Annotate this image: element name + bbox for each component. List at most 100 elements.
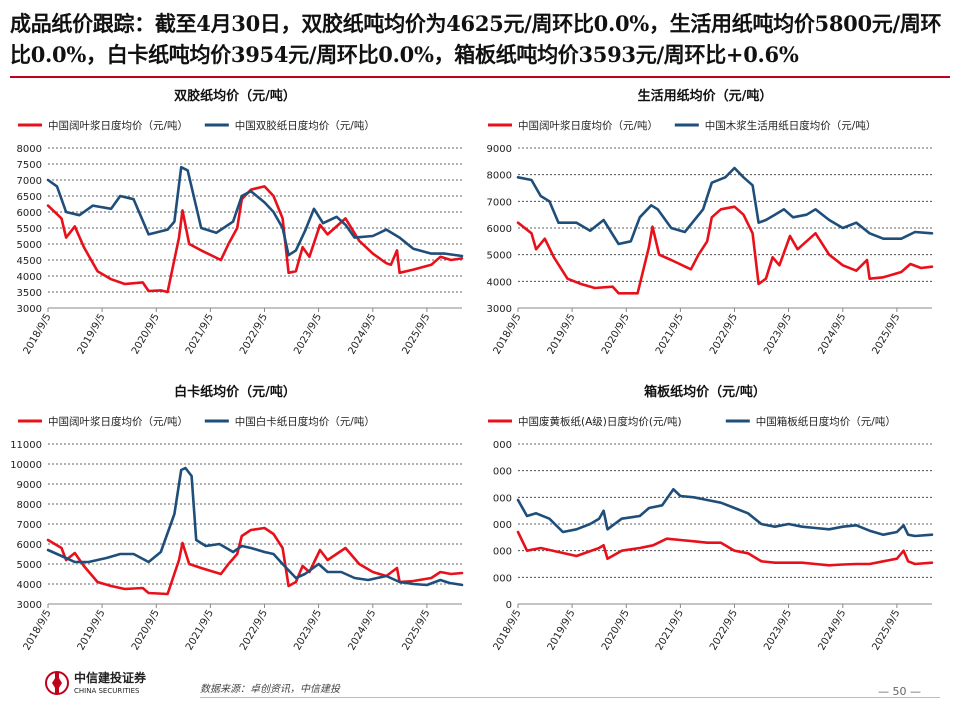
x-tick-label: 2022/9/5 bbox=[708, 312, 740, 356]
y-tick-label: 6000 bbox=[17, 540, 42, 551]
data-source-note: 数据来源：卓创资讯，中信建投 bbox=[200, 684, 340, 695]
headline-divider bbox=[10, 76, 950, 78]
china-securities-logo-icon: 中信建投证券 CHINA SECURITIES bbox=[45, 670, 147, 695]
y-tick-label: 5000 bbox=[487, 251, 512, 262]
y-tick-label: 10000 bbox=[10, 460, 42, 471]
legend-label-2: 中国双胶纸日度均价（元/吨） bbox=[235, 119, 375, 132]
x-tick-label: 2019/9/5 bbox=[546, 608, 578, 652]
chart-svg-white-cardboard: 白卡纸均价（元/吨） 中国阔叶浆日度均价（元/吨） 中国白卡纸日度均价（元/吨） 30… bbox=[10, 384, 464, 652]
x-tick-label: 2021/9/5 bbox=[654, 312, 686, 356]
x-tick-label: 2021/9/5 bbox=[184, 608, 216, 652]
y-tick-label: 4000 bbox=[487, 277, 512, 288]
chart-panel-offset-paper: 双胶纸均价（元/吨） 中国阔叶浆日度均价（元/吨） 中国双胶纸日度均价（元/吨） 30… bbox=[0, 82, 470, 372]
x-tick-label: 2018/9/5 bbox=[492, 312, 524, 356]
series-line-1 bbox=[516, 205, 934, 295]
x-tick-label: 2018/9/5 bbox=[22, 312, 54, 356]
y-tick-label: 6000 bbox=[487, 224, 512, 235]
page-number: — 50 — bbox=[878, 685, 921, 698]
chart-title: 白卡纸均价（元/吨） bbox=[174, 384, 296, 400]
chart-title: 箱板纸均价（元/吨） bbox=[644, 384, 766, 400]
x-tick-label: 2024/9/5 bbox=[346, 608, 378, 652]
y-tick-label: 000 bbox=[493, 467, 512, 478]
x-tick-label: 2025/9/5 bbox=[870, 312, 902, 356]
x-tick-label: 2020/9/5 bbox=[130, 608, 162, 652]
chart-panel-tissue-paper: 生活用纸均价（元/吨） 中国阔叶浆日度均价（元/吨） 中国木浆生活用纸日度均价（元/… bbox=[470, 82, 940, 372]
y-tick-label: 000 bbox=[493, 520, 512, 531]
y-tick-label: 6000 bbox=[17, 208, 42, 219]
chart-title: 双胶纸均价（元/吨） bbox=[174, 88, 296, 104]
chart-svg-containerboard: 箱板纸均价（元/吨） 中国废黄板纸(A级)日度均价(元/吨) 中国箱板纸日度均价（元… bbox=[488, 384, 934, 652]
y-tick-label: 4000 bbox=[17, 272, 42, 283]
chart-title: 生活用纸均价（元/吨） bbox=[638, 88, 773, 104]
y-tick-label: 5500 bbox=[17, 224, 42, 235]
chart-panel-white-cardboard: 白卡纸均价（元/吨） 中国阔叶浆日度均价（元/吨） 中国白卡纸日度均价（元/吨） 30… bbox=[0, 378, 470, 668]
series-line-2 bbox=[46, 165, 464, 258]
y-tick-label: 7500 bbox=[17, 160, 42, 171]
logo-text-cn: 中信建投证券 bbox=[74, 670, 147, 685]
x-tick-label: 2024/9/5 bbox=[816, 608, 848, 652]
y-tick-label: 4500 bbox=[17, 256, 42, 267]
x-tick-label: 2025/9/5 bbox=[400, 312, 432, 356]
x-tick-label: 2023/9/5 bbox=[292, 312, 324, 356]
x-tick-label: 2022/9/5 bbox=[238, 312, 270, 356]
legend-label-2: 中国白卡纸日度均价（元/吨） bbox=[235, 415, 375, 428]
y-tick-label: 3000 bbox=[17, 600, 42, 611]
y-tick-label: 11000 bbox=[10, 440, 42, 451]
chart-legend: 中国废黄板纸(A级)日度均价(元/吨) 中国箱板纸日度均价（元/吨） bbox=[488, 415, 896, 428]
series-line-2 bbox=[516, 166, 934, 246]
y-tick-label: 9000 bbox=[17, 480, 42, 491]
y-tick-label: 000 bbox=[493, 573, 512, 584]
y-tick-label: 7000 bbox=[17, 176, 42, 187]
y-tick-label: 000 bbox=[493, 493, 512, 504]
y-tick-label: 5000 bbox=[17, 560, 42, 571]
chart-legend: 中国阔叶浆日度均价（元/吨） 中国双胶纸日度均价（元/吨） bbox=[18, 119, 375, 132]
x-tick-label: 2019/9/5 bbox=[76, 312, 108, 356]
y-tick-label: 6500 bbox=[17, 192, 42, 203]
x-tick-label: 2025/9/5 bbox=[870, 608, 902, 652]
chart-legend: 中国阔叶浆日度均价（元/吨） 中国白卡纸日度均价（元/吨） bbox=[18, 415, 375, 428]
series-line-2 bbox=[516, 488, 934, 538]
chart-legend: 中国阔叶浆日度均价（元/吨） 中国木浆生活用纸日度均价（元/吨） bbox=[488, 119, 876, 132]
series-line-1 bbox=[46, 526, 464, 596]
chart-svg-offset-paper: 双胶纸均价（元/吨） 中国阔叶浆日度均价（元/吨） 中国双胶纸日度均价（元/吨） 30… bbox=[17, 88, 464, 356]
legend-label-1: 中国阔叶浆日度均价（元/吨） bbox=[48, 415, 188, 428]
y-tick-label: 000 bbox=[493, 547, 512, 558]
y-tick-label: 9000 bbox=[487, 144, 512, 155]
chart-svg-tissue-paper: 生活用纸均价（元/吨） 中国阔叶浆日度均价（元/吨） 中国木浆生活用纸日度均价（元/… bbox=[487, 88, 934, 356]
legend-label-2: 中国木浆生活用纸日度均价（元/吨） bbox=[705, 119, 877, 132]
series-line-1 bbox=[516, 530, 934, 567]
footer-divider bbox=[200, 697, 940, 698]
chart-panel-containerboard: 箱板纸均价（元/吨） 中国废黄板纸(A级)日度均价(元/吨) 中国箱板纸日度均价（元… bbox=[470, 378, 940, 668]
legend-label-2: 中国箱板纸日度均价（元/吨） bbox=[756, 415, 896, 428]
x-tick-label: 2018/9/5 bbox=[22, 608, 54, 652]
y-tick-label: 4000 bbox=[17, 580, 42, 591]
x-tick-label: 2020/9/5 bbox=[600, 312, 632, 356]
x-tick-label: 2019/9/5 bbox=[546, 312, 578, 356]
legend-label-1: 中国阔叶浆日度均价（元/吨） bbox=[48, 119, 188, 132]
y-tick-label: 5000 bbox=[17, 240, 42, 251]
y-tick-label: 8000 bbox=[487, 171, 512, 182]
x-tick-label: 2020/9/5 bbox=[600, 608, 632, 652]
x-tick-label: 2022/9/5 bbox=[708, 608, 740, 652]
x-tick-label: 2019/9/5 bbox=[76, 608, 108, 652]
x-tick-label: 2024/9/5 bbox=[346, 312, 378, 356]
page-headline: 成品纸价跟踪：截至4月30日，双胶纸吨均价为4625元/周环比0.0%，生活用纸… bbox=[10, 11, 942, 67]
x-tick-label: 2025/9/5 bbox=[400, 608, 432, 652]
x-tick-label: 2023/9/5 bbox=[292, 608, 324, 652]
logo-text-en: CHINA SECURITIES bbox=[74, 687, 140, 695]
y-tick-label: 7000 bbox=[17, 520, 42, 531]
y-tick-label: 8000 bbox=[17, 144, 42, 155]
legend-label-1: 中国废黄板纸(A级)日度均价(元/吨) bbox=[518, 415, 682, 428]
y-tick-label: 0 bbox=[506, 600, 512, 611]
series-line-1 bbox=[46, 185, 464, 294]
x-tick-label: 2023/9/5 bbox=[762, 608, 794, 652]
legend-label-1: 中国阔叶浆日度均价（元/吨） bbox=[518, 119, 658, 132]
x-tick-label: 2021/9/5 bbox=[184, 312, 216, 356]
x-tick-label: 2022/9/5 bbox=[238, 608, 270, 652]
y-tick-label: 3000 bbox=[17, 304, 42, 315]
y-tick-label: 000 bbox=[493, 440, 512, 451]
y-tick-label: 7000 bbox=[487, 197, 512, 208]
x-tick-label: 2024/9/5 bbox=[816, 312, 848, 356]
x-tick-label: 2021/9/5 bbox=[654, 608, 686, 652]
y-tick-label: 8000 bbox=[17, 500, 42, 511]
